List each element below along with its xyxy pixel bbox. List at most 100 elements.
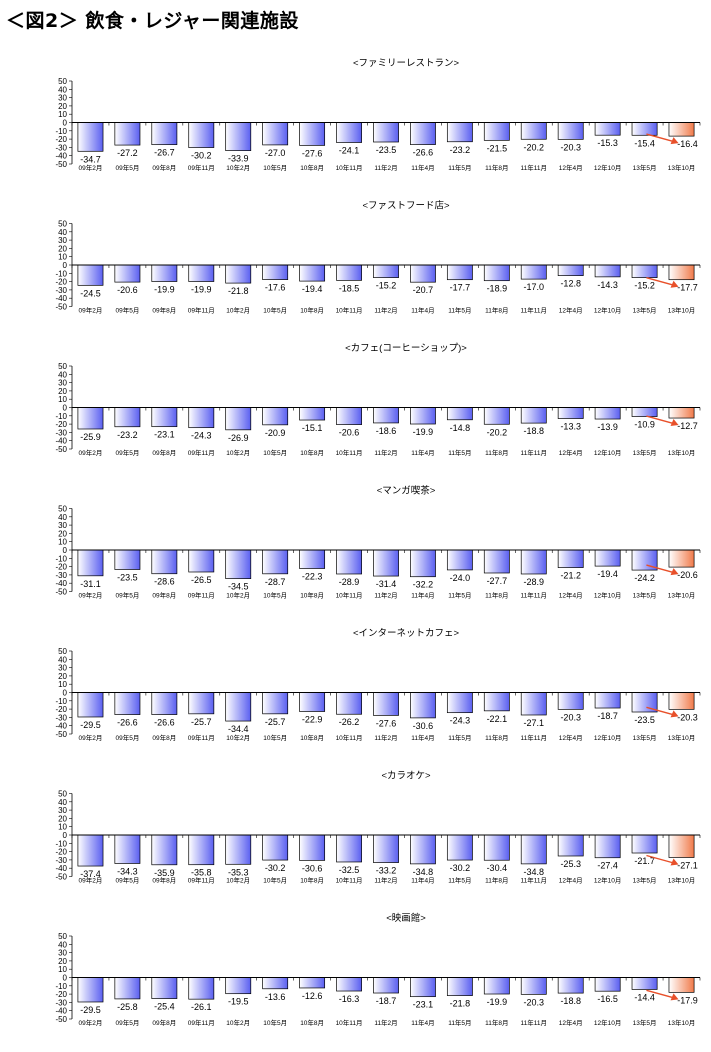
x-tick-label: 09年5月	[115, 306, 139, 315]
x-tick-label: 13年5月	[633, 876, 657, 885]
y-tick-label: 0	[63, 974, 68, 983]
data-label: -26.1	[191, 1002, 212, 1012]
x-tick-label: 11年2月	[374, 733, 397, 742]
x-tick-label: 10年2月	[226, 591, 250, 600]
x-tick-label: 11年11月	[521, 1018, 548, 1027]
y-tick-label: 10	[58, 253, 67, 262]
data-label: -30.4	[487, 863, 508, 873]
x-tick-label: 10年2月	[226, 448, 250, 457]
x-tick-label: 09年11月	[188, 876, 215, 885]
x-tick-label: 13年5月	[633, 733, 657, 742]
data-label: -19.9	[413, 427, 434, 437]
bar	[114, 122, 141, 146]
y-tick-label: 30	[58, 664, 67, 673]
data-label: -27.4	[597, 861, 618, 871]
data-label: -20.6	[117, 285, 138, 295]
data-label: -10.9	[634, 420, 655, 430]
data-label: -27.6	[302, 148, 323, 158]
x-tick-label: 13年10月	[668, 591, 695, 600]
data-label: -20.2	[487, 427, 508, 437]
bar	[114, 692, 141, 715]
bar	[520, 834, 547, 865]
bar	[77, 692, 104, 718]
bar	[373, 407, 399, 424]
bar	[594, 407, 621, 420]
y-tick-label: 30	[58, 521, 67, 530]
y-tick-label: 40	[58, 370, 67, 379]
bar	[151, 834, 178, 866]
data-label: -22.1	[487, 714, 508, 724]
chart-title: <カフェ(コーヒーショップ)>	[345, 343, 467, 354]
data-label: -21.8	[450, 999, 471, 1009]
data-label: -26.6	[117, 718, 138, 728]
x-tick-label: 13年10月	[668, 733, 695, 742]
data-label: -19.5	[228, 997, 249, 1007]
x-tick-label: 11年2月	[374, 591, 397, 600]
x-tick-label: 09年2月	[79, 163, 103, 172]
bar	[151, 977, 178, 999]
data-label: -24.1	[339, 146, 360, 156]
x-tick-label: 11年4月	[411, 163, 434, 172]
bar	[188, 122, 215, 148]
data-label: -18.7	[376, 996, 397, 1006]
data-label: -24.3	[450, 716, 471, 726]
bar	[520, 264, 547, 280]
bar	[446, 692, 473, 714]
data-label: -24.2	[634, 573, 655, 583]
data-label: -34.8	[524, 867, 545, 877]
x-tick-label: 10年5月	[263, 876, 287, 885]
x-tick-label: 13年5月	[633, 306, 657, 315]
x-tick-label: 13年10月	[668, 306, 695, 315]
bar	[594, 834, 621, 859]
bar	[299, 407, 326, 421]
bar	[262, 834, 289, 861]
x-tick-label: 11年4月	[411, 448, 434, 457]
data-label: -13.9	[597, 422, 618, 432]
x-tick-label: 11年11月	[521, 876, 548, 885]
x-tick-label: 09年11月	[188, 448, 215, 457]
bar	[668, 549, 695, 568]
data-label: -34.4	[228, 724, 249, 734]
y-tick-label: -20	[55, 278, 67, 287]
x-tick-label: 12年10月	[594, 448, 621, 457]
x-tick-label: 09年11月	[188, 733, 215, 742]
y-tick-label: -30	[55, 998, 67, 1007]
bar	[299, 549, 326, 569]
bar	[77, 549, 104, 577]
bar	[299, 692, 326, 712]
x-tick-label: 12年4月	[559, 591, 583, 600]
y-tick-label: 10	[58, 823, 67, 832]
y-tick-label: -30	[55, 856, 67, 865]
bar	[114, 264, 141, 283]
y-tick-label: 20	[58, 529, 67, 538]
page-title: ＜図2＞ 飲食・レジャー関連施設	[6, 10, 299, 32]
bar	[77, 122, 104, 152]
x-tick-label: 09年2月	[79, 591, 103, 600]
bar	[262, 977, 289, 990]
x-tick-label: 11年2月	[374, 306, 397, 315]
bar	[188, 549, 215, 573]
x-tick-label: 10年11月	[336, 1018, 363, 1027]
data-label: -16.3	[339, 994, 360, 1004]
data-label: -29.5	[80, 720, 101, 730]
x-tick-label: 10年5月	[263, 448, 287, 457]
y-tick-label: -50	[55, 873, 67, 882]
data-label: -27.0	[265, 148, 286, 158]
bar	[668, 264, 695, 281]
x-tick-label: 09年2月	[79, 448, 103, 457]
x-tick-label: 10年8月	[300, 733, 324, 742]
x-tick-label: 12年10月	[594, 163, 621, 172]
bar	[483, 549, 510, 574]
x-tick-label: 10年11月	[336, 733, 363, 742]
data-label: -23.1	[413, 1000, 434, 1010]
x-tick-label: 12年10月	[594, 1018, 621, 1027]
bar	[483, 692, 510, 712]
bar	[336, 407, 362, 425]
y-tick-label: 40	[58, 655, 67, 664]
data-label: -15.4	[634, 138, 655, 148]
data-label: -20.7	[413, 285, 434, 295]
x-tick-label: 12年4月	[559, 448, 583, 457]
data-label: -23.5	[634, 715, 655, 725]
y-tick-label: 0	[63, 546, 68, 555]
